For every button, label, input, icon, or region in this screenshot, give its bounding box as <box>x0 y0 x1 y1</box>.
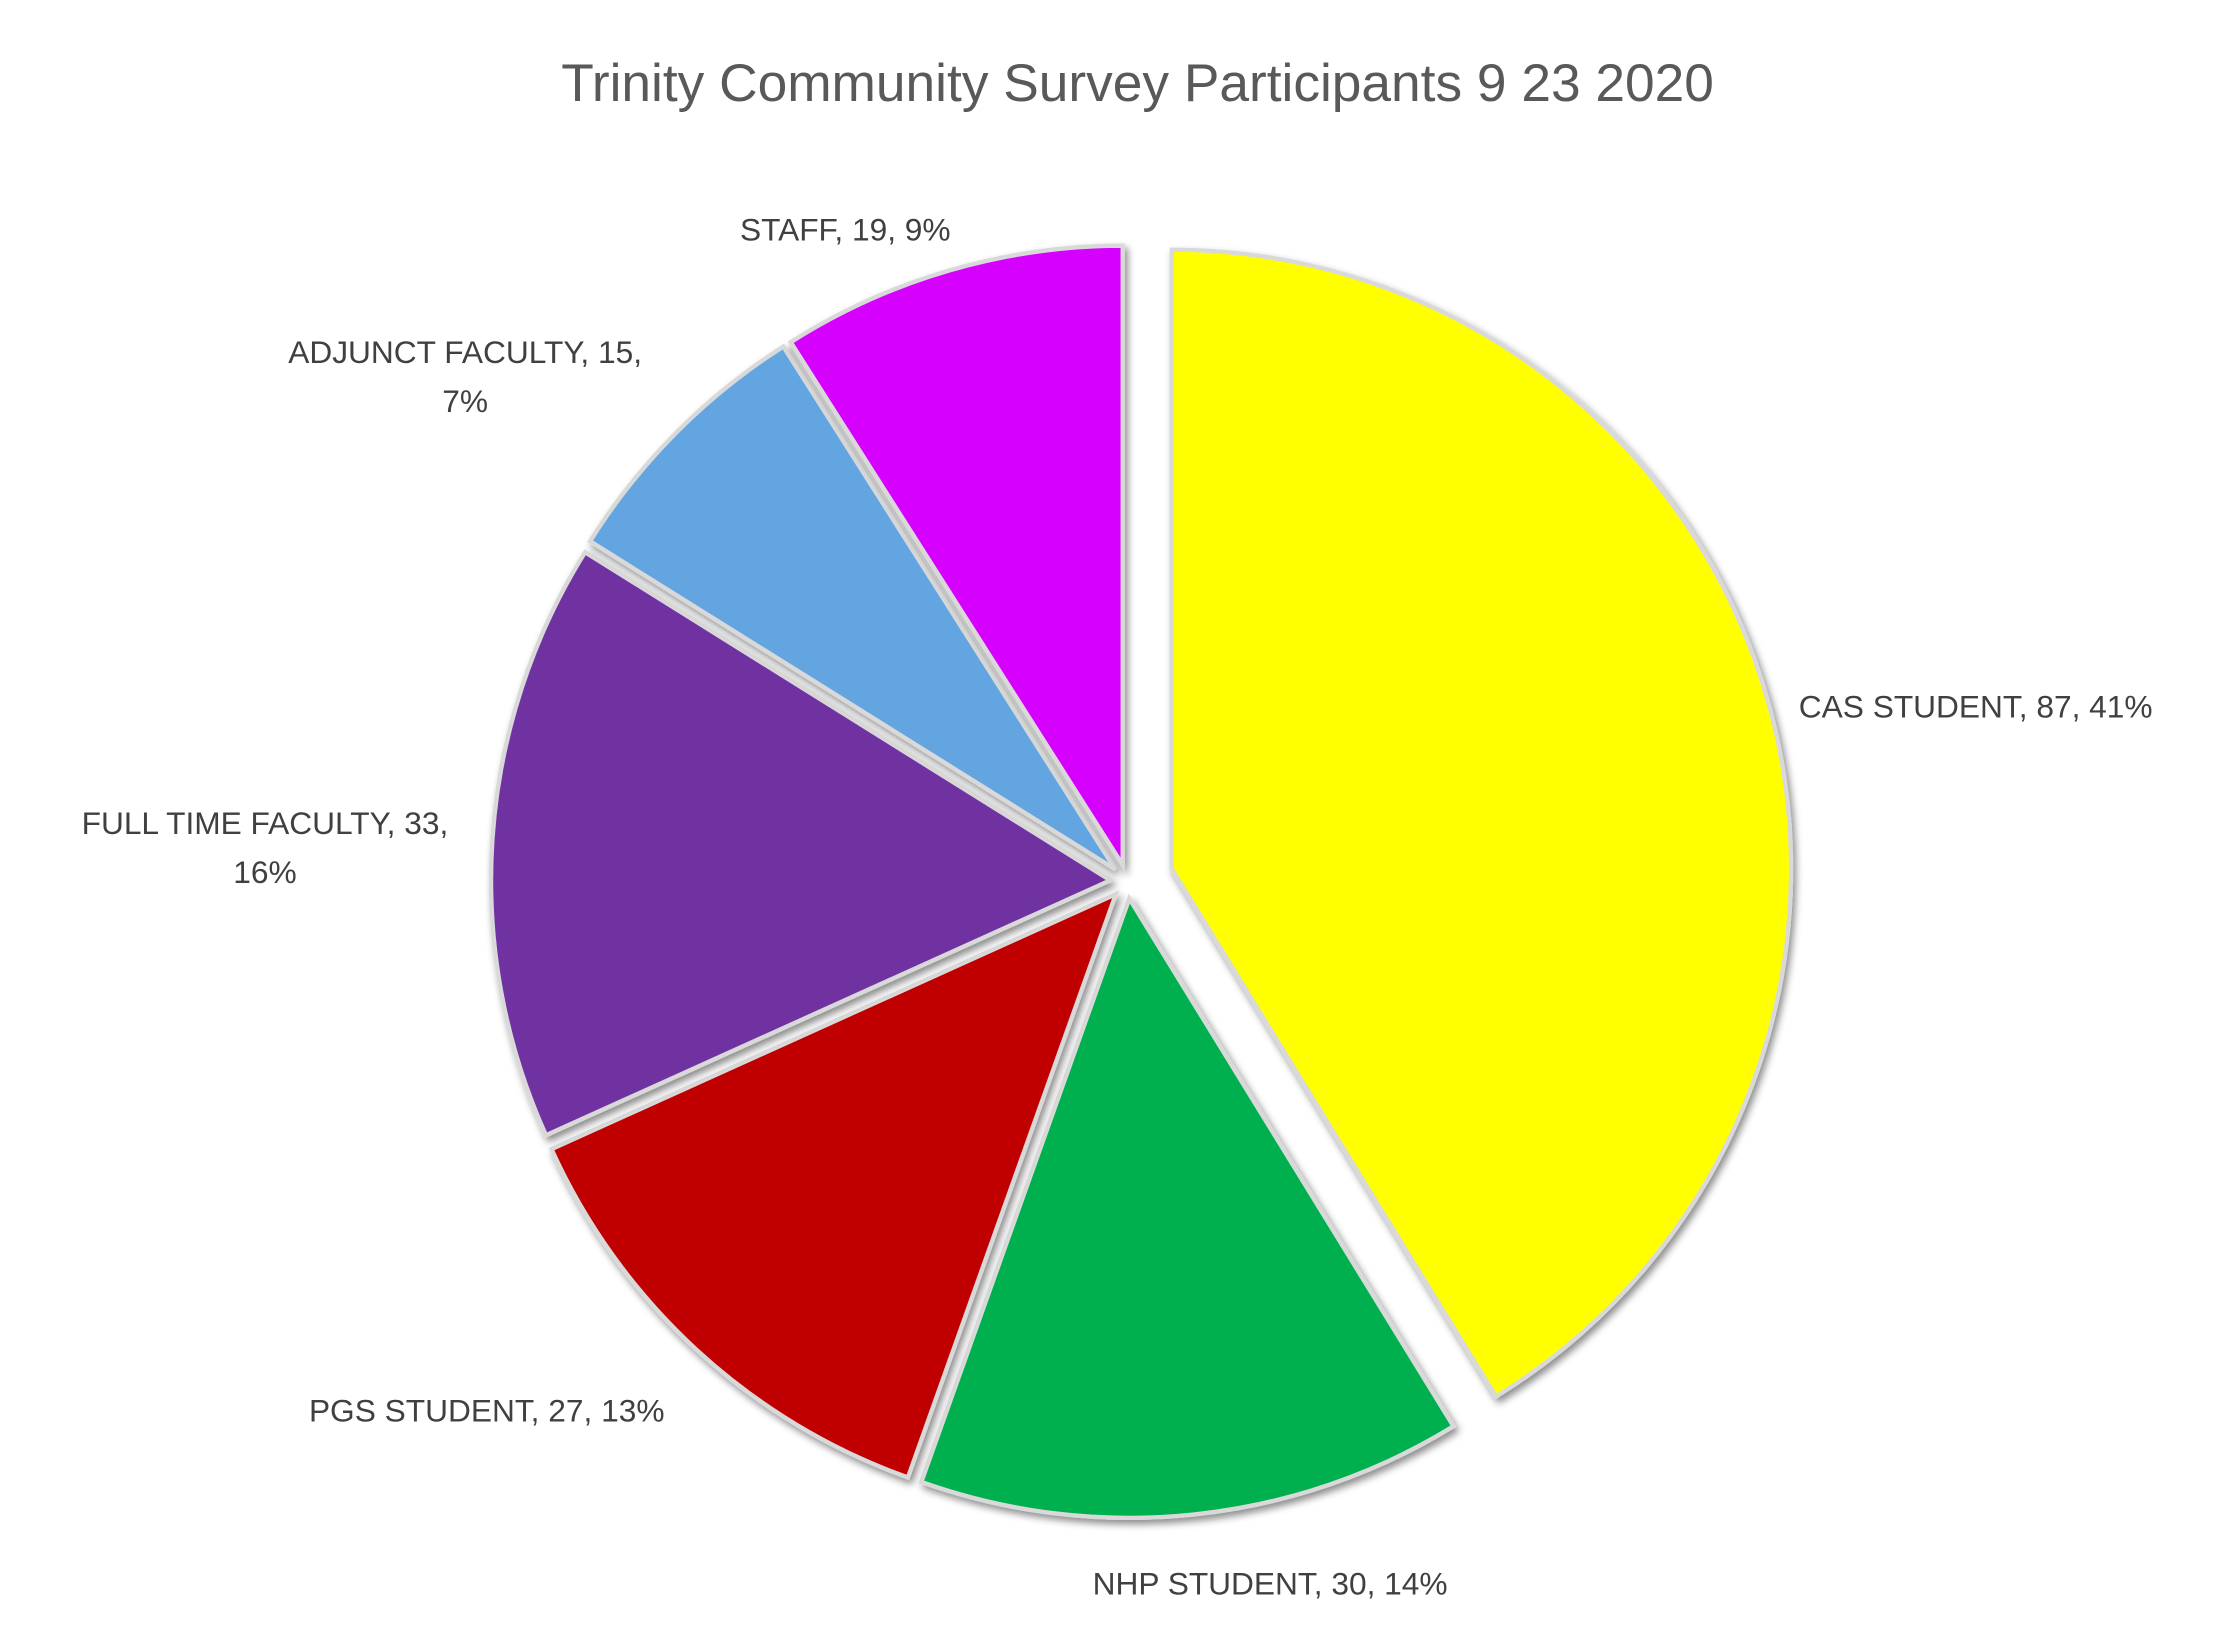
pie-slice-nhp-student <box>918 893 1457 1520</box>
pie-slice-pgs-student <box>548 890 1120 1481</box>
chart-title: Trinity Community Survey Participants 9 … <box>561 54 1714 113</box>
data-label: NHP STUDENT, 30, 14% <box>1093 1565 1448 1601</box>
data-label-line: PGS STUDENT, 27, 13% <box>309 1392 665 1428</box>
pie-slice-full-time-faculty <box>488 549 1115 1139</box>
pie-slice-cas-student <box>1169 247 1794 1400</box>
data-label-line: 7% <box>442 383 488 419</box>
data-label: FULL TIME FACULTY, 33, 16% <box>82 805 449 890</box>
pie-slice-adjunct-faculty <box>587 343 1118 872</box>
data-label-line: NHP STUDENT, 30, 14% <box>1093 1565 1448 1601</box>
data-label: PGS STUDENT, 27, 13% <box>309 1392 665 1428</box>
data-label-line: STAFF, 19, 9% <box>740 212 951 248</box>
data-label: CAS STUDENT, 87, 41% <box>1799 688 2153 724</box>
data-label-line: CAS STUDENT, 87, 41% <box>1799 688 2153 724</box>
data-label-line: ADJUNCT FACULTY, 15, <box>288 334 642 370</box>
data-label: ADJUNCT FACULTY, 15, 7% <box>288 334 642 419</box>
data-label: STAFF, 19, 9% <box>740 212 951 248</box>
pie-slice-staff <box>787 243 1125 873</box>
data-label-line: 16% <box>233 854 296 890</box>
data-label-line: FULL TIME FACULTY, 33, <box>82 805 449 841</box>
